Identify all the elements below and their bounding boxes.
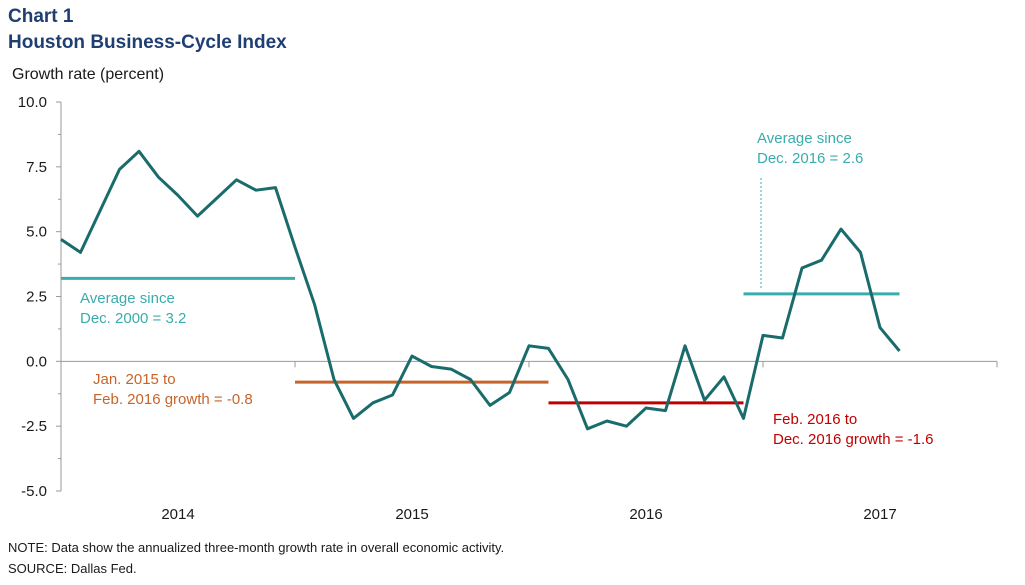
x-tick-label: 2014: [161, 506, 194, 523]
annotation-label-2: Feb. 2016 to: [773, 411, 857, 428]
annotation-label-3: Average since: [757, 130, 852, 147]
y-tick-label: -5.0: [21, 483, 47, 500]
annotation-label-3: Dec. 2016 = 2.6: [757, 150, 863, 167]
annotations: Average since Dec. 2000 = 3.2 Jan. 2015 to…: [80, 130, 934, 448]
annotation-label-1: Jan. 2015 to: [93, 371, 176, 388]
y-tick-label: 7.5: [26, 159, 47, 176]
y-tick-label: 0.0: [26, 353, 47, 370]
annotation-label-0: Dec. 2000 = 3.2: [80, 310, 186, 327]
chart-source: SOURCE: Dallas Fed.: [8, 561, 137, 576]
x-tick-labels: 2014 2015 2016 2017: [161, 506, 896, 523]
y-tick-label: -2.5: [21, 418, 47, 435]
y-axis-label: Growth rate (percent): [12, 66, 165, 83]
chart-note: NOTE: Data show the annualized three-mon…: [8, 540, 505, 555]
axes: [56, 101, 998, 492]
y-tick-label: 10.0: [18, 94, 47, 111]
annotation-label-2: Dec. 2016 growth = -1.6: [773, 431, 934, 448]
series-line: [60, 149, 901, 431]
annotation-label-0: Average since: [80, 290, 175, 307]
average-lines: [61, 276, 900, 405]
x-tick-label: 2016: [629, 506, 662, 523]
x-tick-label: 2017: [863, 506, 896, 523]
y-tick-label: 5.0: [26, 224, 47, 241]
annotation-label-1: Feb. 2016 growth = -0.8: [93, 391, 253, 408]
y-tick-label: 2.5: [26, 289, 47, 306]
x-tick-label: 2015: [395, 506, 428, 523]
chart-label: Chart 1: [8, 6, 74, 27]
series-group: [60, 149, 901, 431]
chart-title: Houston Business-Cycle Index: [8, 32, 287, 53]
y-tick-labels: 10.0 7.5 5.0 2.5 0.0 -2.5 -5.0: [18, 94, 47, 500]
